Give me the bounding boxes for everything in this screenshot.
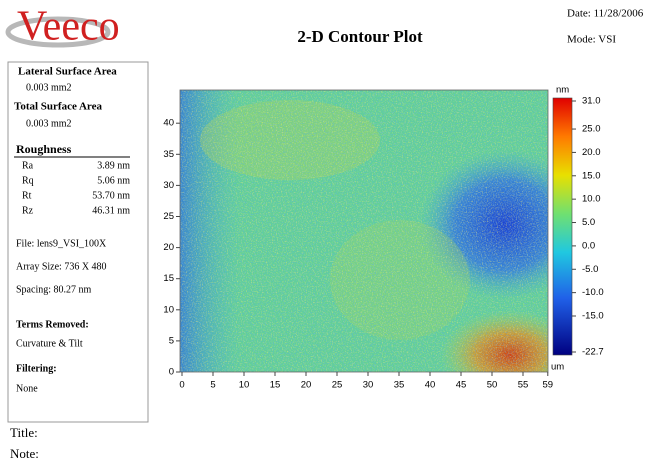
x-tick-label: 45 [456, 380, 467, 391]
y-tick-label: 40 [163, 118, 174, 129]
x-tick-label: 40 [425, 380, 436, 391]
x-tick-label: 5 [210, 380, 215, 391]
label: Lateral Surface Area [18, 66, 117, 78]
x-tick-label: 55 [518, 380, 529, 391]
colorbar-label: -5.0 [582, 264, 598, 275]
footer-note: Note: [10, 446, 39, 461]
colorbar [553, 98, 572, 355]
colorbar-label: 25.0 [582, 124, 601, 135]
x-tick-label: 25 [332, 380, 343, 391]
metric-name: Ra [22, 160, 34, 171]
contour-image [180, 90, 590, 400]
page: Veeco 2-D Contour Plot Date: 11/28/2006 … [0, 0, 661, 463]
x-tick-label: 59 [543, 380, 554, 391]
metric-name: Rz [22, 205, 34, 216]
colorbar-label: 15.0 [582, 170, 601, 181]
y-tick-label: 15 [163, 273, 174, 284]
x-tick-label: 15 [270, 380, 281, 391]
x-unit: um [551, 362, 564, 373]
x-tick-label: 0 [179, 380, 184, 391]
value: 0.003 mm2 [26, 118, 72, 129]
colorbar-label: 5.0 [582, 217, 595, 228]
value: Curvature & Tilt [16, 338, 83, 349]
y-tick-label: 5 [169, 335, 174, 346]
x-tick-label: 35 [394, 380, 405, 391]
spacing: Spacing: 80.27 nm [16, 284, 91, 295]
file: File: lens9_VSI_100X [16, 238, 107, 249]
value: 0.003 mm2 [26, 82, 72, 93]
logo: Veeco [17, 4, 120, 50]
y-tick-label: 20 [163, 242, 174, 253]
metric-name: Rt [22, 190, 32, 201]
metric-value: 53.70 nm [92, 190, 130, 201]
footer-title: Title: [10, 425, 38, 440]
colorbar-label: 20.0 [582, 147, 601, 158]
x-tick-label: 30 [363, 380, 374, 391]
metric-name: Rq [22, 175, 34, 186]
metric-value: 5.06 nm [97, 175, 130, 186]
colorbar-label: -15.0 [582, 311, 604, 322]
colorbar-label: 0.0 [582, 240, 595, 251]
date: Date: 11/28/2006 [567, 8, 644, 20]
colorbar-label: 31.0 [582, 96, 601, 107]
y-tick-label: 30 [163, 180, 174, 191]
y-tick-label: 10 [163, 304, 174, 315]
colorbar-label: 10.0 [582, 194, 601, 205]
colorbar-label: -10.0 [582, 287, 604, 298]
array-size: Array Size: 736 X 480 [16, 261, 107, 272]
x-tick-label: 10 [239, 380, 250, 391]
label: Filtering: [16, 363, 57, 374]
label: Total Surface Area [14, 101, 102, 113]
y-tick-label: 25 [163, 211, 174, 222]
x-tick-label: 50 [487, 380, 498, 391]
colorbar-label: -22.7 [582, 347, 604, 358]
mode: Mode: VSI [567, 34, 616, 46]
label: Terms Removed: [16, 319, 89, 330]
y-tick-label: 35 [163, 149, 174, 160]
value: None [16, 383, 38, 394]
colorbar-unit: nm [556, 85, 569, 96]
metric-value: 46.31 nm [92, 205, 130, 216]
label: Roughness [16, 142, 72, 156]
metric-value: 3.89 nm [97, 160, 130, 171]
y-tick-label: 0 [169, 367, 174, 378]
x-tick-label: 20 [301, 380, 312, 391]
page-title: 2-D Contour Plot [297, 27, 423, 46]
